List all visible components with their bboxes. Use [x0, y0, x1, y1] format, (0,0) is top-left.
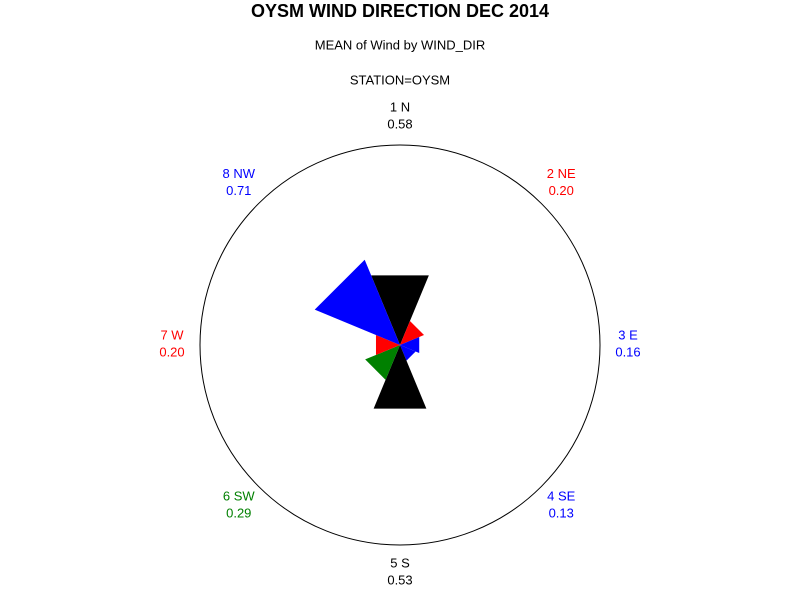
direction-label: 7 W	[160, 327, 184, 342]
wedge	[314, 259, 400, 345]
wedge	[371, 275, 429, 345]
wedge	[400, 337, 420, 353]
value-label: 0.13	[549, 506, 574, 521]
value-label: 0.29	[226, 506, 251, 521]
by-label: STATION=OYSM	[350, 72, 450, 87]
direction-label: 5 S	[390, 555, 410, 570]
value-label: 0.53	[387, 572, 412, 587]
value-label: 0.16	[615, 344, 640, 359]
outer-circle	[199, 144, 601, 546]
wedge	[400, 345, 416, 361]
direction-label: 4 SE	[547, 489, 576, 504]
chart-title: OYSM WIND DIRECTION DEC 2014	[251, 1, 549, 21]
wedge	[373, 345, 427, 409]
value-label: 0.20	[159, 344, 184, 359]
wedge	[400, 320, 425, 345]
wedge	[375, 335, 400, 355]
direction-label: 8 NW	[223, 166, 256, 181]
wedge	[365, 345, 400, 380]
direction-label: 3 E	[618, 327, 638, 342]
direction-label: 2 NE	[547, 166, 576, 181]
value-label: 0.58	[387, 116, 412, 131]
value-label: 0.20	[549, 183, 574, 198]
chart-subtitle: MEAN of Wind by WIND_DIR	[315, 37, 485, 52]
direction-label: 6 SW	[223, 489, 256, 504]
direction-label: 1 N	[390, 99, 410, 114]
value-label: 0.71	[226, 183, 251, 198]
